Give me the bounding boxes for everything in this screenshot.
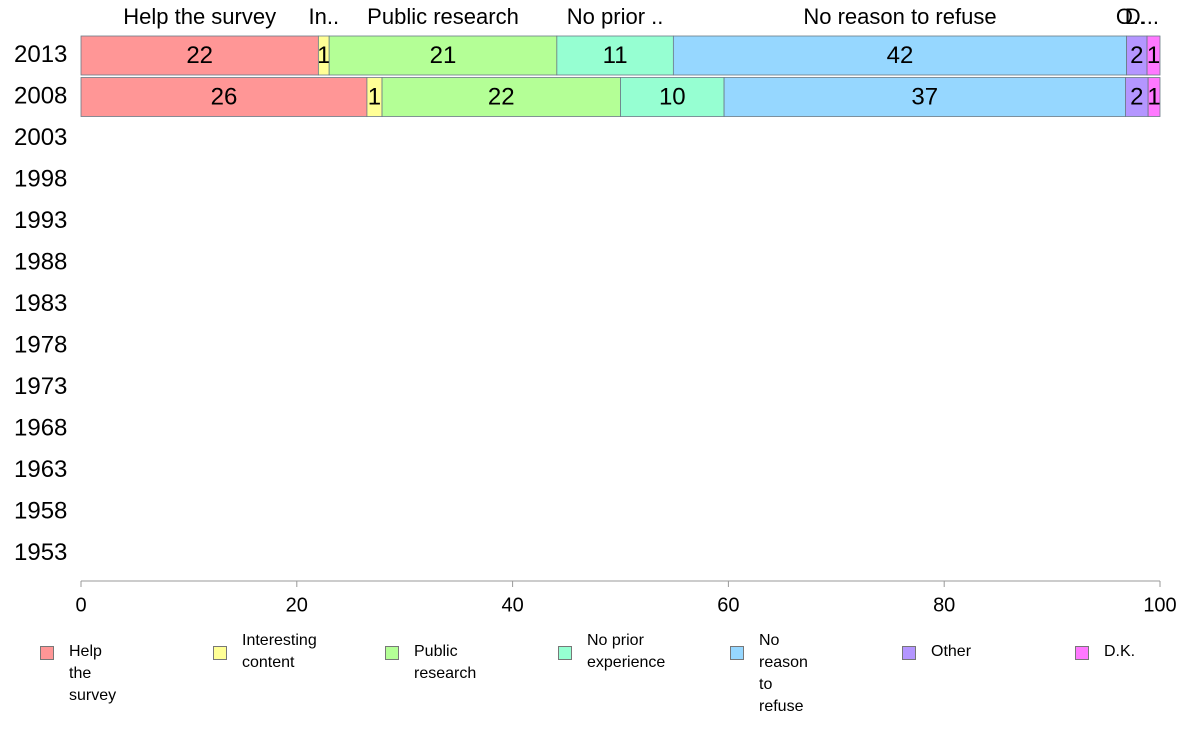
data-label-2008-public-research: 22	[488, 83, 515, 110]
y-tick-label-1963: 1963	[14, 456, 67, 483]
series-top-label-no-prior-experience: No prior ..	[567, 4, 664, 29]
legend-label-interesting-content: Interesting content	[242, 632, 317, 671]
data-label-2013-interesting-content: 1	[317, 42, 330, 69]
data-label-2008-d-k-: 1	[1147, 83, 1160, 110]
legend-label-dk: D.K.	[1104, 643, 1136, 660]
legend-label-no-reason-to-refuse: No reason to refuse	[759, 632, 808, 715]
legend-swatch-interesting-content	[213, 646, 227, 660]
stacked-bar-chart: 2013 2008 2003 1998 1993 1988 1983 1978 1973 1968…	[14, 4, 1177, 616]
x-tick-label-0: 0	[75, 594, 86, 616]
bar-2008-no-prior-experience	[620, 77, 725, 117]
bar-2013-public-research	[328, 35, 558, 76]
legend-swatch-other	[902, 646, 916, 660]
series-top-label-other: O..	[1116, 4, 1145, 29]
legend: Help the survey Interesting content Publ…	[0, 626, 1188, 715]
x-tick-label-80: 80	[933, 594, 955, 616]
legend-swatch-help-the-survey	[40, 646, 54, 660]
data-label-2013-d-k-: 1	[1147, 42, 1160, 69]
y-tick-label-1993: 1993	[14, 207, 67, 234]
legend-swatch-dk	[1075, 646, 1089, 660]
y-tick-label-2008: 2008	[14, 82, 67, 109]
data-label-2008-help-the-survey: 26	[211, 83, 238, 110]
series-top-label-no-reason-to-refuse: No reason to refuse	[803, 4, 996, 29]
series-top-label-d-k-: D...	[1125, 4, 1159, 29]
series-top-label-help-the-survey: Help the survey	[123, 4, 276, 29]
bar-2008-public-research	[381, 77, 621, 117]
x-tick-label-40: 40	[501, 594, 523, 616]
legend-swatch-no-prior-experience	[558, 646, 572, 660]
x-tick-label-20: 20	[286, 594, 308, 616]
data-label-2008-interesting-content: 1	[368, 83, 381, 110]
y-tick-label-1998: 1998	[14, 165, 67, 192]
data-label-2008-no-reason-to-refuse: 37	[911, 83, 938, 110]
data-label-2008-no-prior-experience: 10	[659, 83, 686, 110]
data-label-2013-help-the-survey: 22	[186, 42, 213, 69]
bar-2008-help-the-survey	[80, 77, 368, 117]
bar-2008-d-k-	[1147, 77, 1161, 117]
x-tick-label-60: 60	[717, 594, 739, 616]
series-top-label-public-research: Public research	[367, 4, 519, 29]
data-label-2013-other: 2	[1130, 42, 1143, 69]
y-tick-label-1958: 1958	[14, 497, 67, 524]
legend-swatch-public-research	[385, 646, 399, 660]
y-tick-label-1988: 1988	[14, 248, 67, 275]
y-tick-label-1953: 1953	[14, 539, 67, 566]
series-top-label-interesting-content: In..	[308, 4, 339, 29]
legend-label-no-prior-experience: No prior experience	[587, 632, 666, 671]
data-label-2013-no-reason-to-refuse: 42	[887, 42, 914, 69]
legend-label-public-research: Public research	[414, 643, 477, 682]
legend-swatch-no-reason-to-refuse	[730, 646, 744, 660]
bar-2008-no-reason-to-refuse	[723, 77, 1126, 117]
y-tick-label-1973: 1973	[14, 373, 67, 400]
data-label-2013-public-research: 21	[430, 42, 457, 69]
y-tick-label-1983: 1983	[14, 290, 67, 317]
y-tick-label-2003: 2003	[14, 124, 67, 151]
y-tick-label-1978: 1978	[14, 331, 67, 358]
bar-2013-help-the-survey	[80, 35, 319, 76]
data-label-2008-other: 2	[1130, 83, 1143, 110]
y-tick-label-2013: 2013	[14, 41, 67, 68]
y-tick-label-1968: 1968	[14, 414, 67, 441]
x-tick-label-100: 100	[1143, 594, 1176, 616]
legend-label-help-the-survey: Help the survey	[69, 643, 117, 704]
bar-2013-d-k-	[1146, 35, 1161, 76]
legend-label-other: Other	[931, 643, 972, 660]
data-label-2013-no-prior-experience: 11	[603, 42, 628, 69]
